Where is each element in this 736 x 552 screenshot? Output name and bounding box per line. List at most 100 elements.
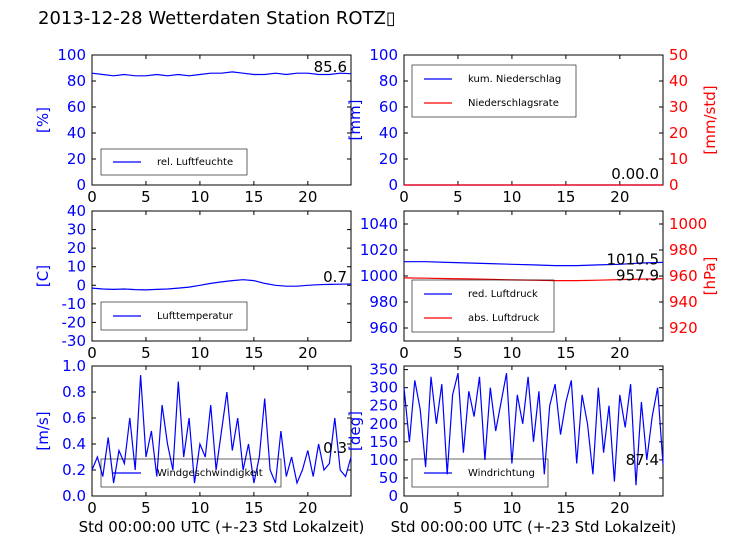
x-tick-label: 15	[556, 344, 575, 362]
x-tick-label: 20	[298, 499, 317, 517]
x-tick-label: 15	[244, 188, 263, 206]
y-axis-label: [deg]	[346, 411, 364, 451]
y-tick-label: 60	[67, 98, 86, 116]
y-tick-label: 0.8	[62, 383, 86, 401]
x-tick-label: 10	[502, 499, 521, 517]
series-line-0	[91, 279, 352, 291]
x-tick-label: 10	[190, 499, 209, 517]
legend: Lufttemperatur	[100, 301, 248, 331]
y-tick-label: 0.6	[62, 409, 86, 427]
x-tick-label: 20	[610, 499, 629, 517]
y-tick-label: 1040	[360, 215, 398, 233]
y-tick-label: -10	[62, 295, 87, 313]
x-tick-label: 5	[453, 344, 463, 362]
y-tick-label: 20	[379, 150, 398, 168]
plot-frame	[403, 54, 664, 186]
y-axis-label: [mm]	[346, 100, 364, 141]
panel-wind_speed: 0 5 10 15 20 0.0 0.2 0.4 0.6 0.8 1.0 [m/s] Windgesch…	[34, 357, 352, 517]
x-axis-label-1: Std 00:00:00 UTC (+-23 Std Lokalzeit)	[391, 518, 677, 536]
legend-box	[100, 148, 248, 176]
x-tick-label: 20	[610, 188, 629, 206]
y-right-tick-label: 920	[669, 319, 698, 337]
legend-box	[411, 458, 549, 488]
x-tick-label: 15	[244, 344, 263, 362]
readout-value: 0.3	[323, 439, 347, 457]
y-right-tick-label: 0	[669, 176, 679, 194]
y-right-tick-label: 30	[669, 98, 688, 116]
x-tick-label: 5	[141, 499, 151, 517]
y-tick-label: 60	[379, 98, 398, 116]
y-tick-label: 0	[76, 176, 86, 194]
legend-entry: red. Luftdruck	[468, 289, 538, 300]
y-tick-label: 0.4	[62, 435, 86, 453]
y-tick-label: 40	[67, 202, 86, 220]
y-tick-label: 50	[379, 469, 398, 487]
x-axis-label-0: Std 00:00:00 UTC (+-23 Std Lokalzeit)	[79, 518, 365, 536]
series-line-0	[91, 71, 352, 77]
plot-frame	[91, 54, 352, 186]
panel-pressure: 0 5 10 15 20 960 980 1000 1020 1040 920 940 960 980 10…	[360, 210, 719, 362]
y-tick-label: 0	[388, 487, 398, 505]
plot-frame	[91, 210, 352, 342]
readout-value: 85.6	[314, 58, 347, 76]
legend-entry: Windgeschwindigkeit	[157, 468, 263, 479]
x-tick-label: 5	[141, 344, 151, 362]
y-right-tick-label: 1000	[669, 215, 707, 233]
x-tick-label: 15	[556, 188, 575, 206]
x-tick-label: 10	[502, 188, 521, 206]
y-right-tick-label: 960	[669, 267, 698, 285]
x-tick-label: 20	[298, 188, 317, 206]
y-tick-label: 1020	[360, 241, 398, 259]
y-tick-label: 200	[369, 415, 398, 433]
legend-box	[411, 64, 577, 118]
chart-title: 2013-12-28 Wetterdaten Station ROTZ▯	[38, 8, 396, 29]
legend-box	[100, 458, 282, 488]
x-tick-label: 15	[556, 499, 575, 517]
y-tick-label: 0.2	[62, 461, 86, 479]
x-tick-label: 10	[502, 344, 521, 362]
y-tick-label: 350	[369, 361, 398, 379]
y-tick-label: 80	[67, 72, 86, 90]
panel-temperature: 0 5 10 15 20-30-20-10010203040[C]Lufttempera…	[34, 202, 352, 362]
readout-value: 0.00.0	[611, 165, 659, 183]
x-tick-label: 20	[610, 344, 629, 362]
y-tick-label: 960	[369, 319, 398, 337]
readout-value: 0.7	[323, 268, 347, 286]
x-tick-label: 5	[141, 188, 151, 206]
legend: Windrichtung	[411, 458, 549, 488]
x-tick-label: 0	[399, 188, 409, 206]
readout-value: 87.4	[626, 451, 659, 469]
panel-precipitation: 0 5 10 15 20 0 20 40 60 80 100 0 10 20 30 40 50 [mm] [mm/s…	[346, 46, 719, 206]
y-tick-label: 30	[67, 221, 86, 239]
y-right-tick-label: 940	[669, 293, 698, 311]
y-right-tick-label: 40	[669, 72, 688, 90]
y-tick-label: 250	[369, 397, 398, 415]
legend: kum. Niederschlag Niederschlagsrate	[411, 64, 577, 118]
y-tick-label: 1.0	[62, 357, 86, 375]
y-axis-label: [%]	[34, 107, 52, 133]
y-tick-label: 0.0	[62, 487, 86, 505]
y-tick-label: 10	[67, 258, 86, 276]
y-tick-label: 40	[379, 124, 398, 142]
plot-frame	[403, 210, 664, 342]
y-tick-label: 150	[369, 433, 398, 451]
x-tick-label: 0	[87, 499, 97, 517]
legend-entry: kum. Niederschlag	[468, 74, 561, 85]
x-tick-label: 10	[190, 344, 209, 362]
readout-red: 957.9	[616, 266, 659, 284]
y-tick-label: 300	[369, 379, 398, 397]
legend: Windgeschwindigkeit	[100, 458, 282, 488]
legend-box	[100, 301, 248, 331]
y-tick-label: 20	[67, 150, 86, 168]
y-right-tick-label: 50	[669, 46, 688, 64]
y-tick-label: 100	[57, 46, 86, 64]
series-line-0	[404, 261, 664, 267]
y-axis-label: [m/s]	[34, 411, 52, 450]
x-tick-label: 20	[298, 344, 317, 362]
panel-wind_direction: 0 5 10 15 20050100150200250300350[deg]Windri…	[346, 361, 664, 517]
y-axis-label-right: [mm/std]	[701, 85, 719, 154]
y-tick-label: 0	[388, 176, 398, 194]
readout-blue: 1010.5	[607, 250, 660, 268]
legend-entry: abs. Luftdruck	[468, 313, 539, 324]
legend-entry: Windrichtung	[468, 468, 535, 479]
